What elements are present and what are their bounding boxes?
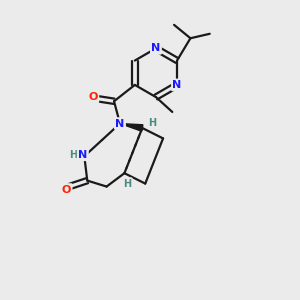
Text: H: H — [123, 178, 131, 189]
Text: H: H — [69, 150, 77, 160]
Text: O: O — [88, 92, 98, 102]
Text: N: N — [78, 150, 87, 160]
Text: O: O — [62, 184, 71, 194]
Text: H: H — [148, 118, 156, 128]
Text: N: N — [151, 44, 160, 53]
Text: N: N — [116, 118, 124, 128]
Text: N: N — [172, 80, 182, 90]
Polygon shape — [120, 124, 143, 131]
